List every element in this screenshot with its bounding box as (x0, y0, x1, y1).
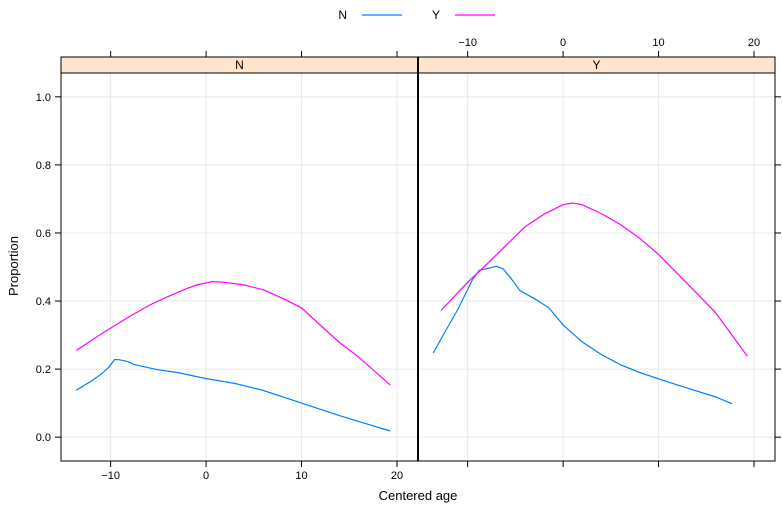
x-tick-label: 0 (203, 470, 209, 482)
y-tick-label: 0.4 (36, 296, 51, 308)
panel-y: Y (417, 56, 776, 462)
panel-border (60, 72, 419, 462)
x-tick-label: 20 (748, 37, 760, 49)
series-line-n (75, 359, 391, 432)
y-tick-label: 0.2 (36, 364, 51, 376)
x-tick-label: 20 (391, 470, 403, 482)
panel-n: N (60, 56, 419, 462)
series-line-y (440, 202, 748, 357)
series-line-y (75, 280, 391, 386)
y-tick-label: 0.6 (36, 228, 51, 240)
legend-label-y: Y (432, 8, 440, 22)
x-tick-label: 10 (295, 470, 307, 482)
y-tick-label: 0.8 (36, 160, 51, 172)
y-axis-title: Proportion (6, 236, 21, 296)
x-tick-label: 0 (560, 37, 566, 49)
series-line-n (432, 265, 733, 405)
strip-label: N (235, 58, 244, 72)
axes: −10 0 10 20 −10 0 10 20 0.0 0.2 0.4 0.6 0.8 1.0 (36, 37, 781, 482)
legend-label-n: N (338, 8, 347, 22)
strip-label: Y (592, 58, 600, 72)
y-tick-label: 0.0 (36, 432, 51, 444)
x-tick-label: 10 (652, 37, 664, 49)
x-tick-label: −10 (101, 470, 120, 482)
y-tick-label: 1.0 (36, 92, 51, 104)
x-tick-label: −10 (458, 37, 477, 49)
x-axis-title: Centered age (379, 488, 458, 503)
panel-border (417, 72, 776, 462)
